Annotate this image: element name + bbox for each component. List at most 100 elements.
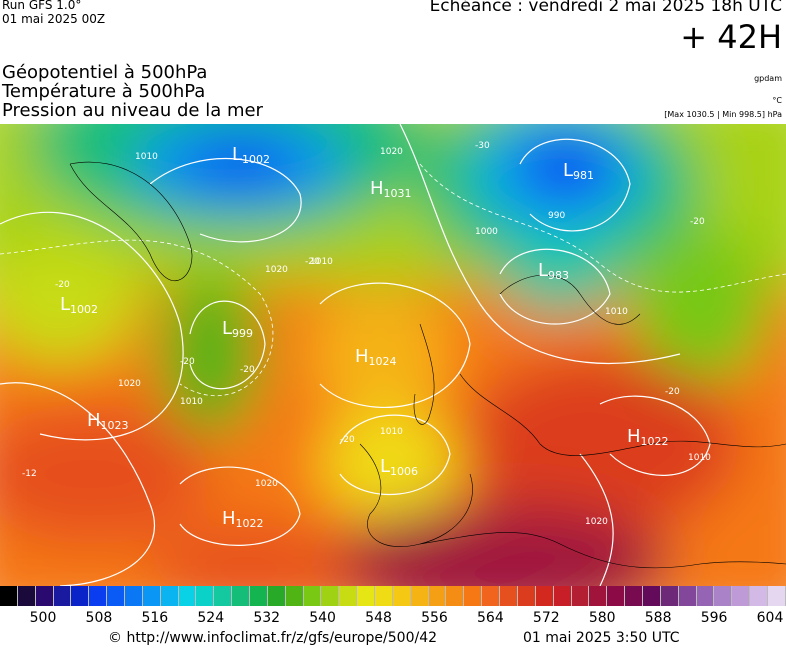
map-canvas: L1002 H1031 L981 L983 L1002 L999 H1024 H… xyxy=(0,124,786,586)
scale-tick-label: 604 xyxy=(756,610,784,626)
scale-swatch xyxy=(160,586,179,606)
unit-temperature: °C xyxy=(772,96,782,105)
isotherm-label-7: -20 xyxy=(690,217,705,227)
scale-swatch xyxy=(214,586,233,606)
run-info: Run GFS 1.0° 01 mai 2025 00Z xyxy=(2,0,105,26)
scale-swatch xyxy=(357,586,376,606)
isobar-label-11: 1020 xyxy=(585,517,608,527)
isobar-label-0: 1010 xyxy=(135,152,158,162)
scale-swatch xyxy=(517,586,536,606)
scale-swatch xyxy=(303,586,322,606)
scale-tick-label: 508 xyxy=(85,610,113,626)
scale-swatch xyxy=(607,586,626,606)
weather-map[interactable]: L1002 H1031 L981 L983 L1002 L999 H1024 H… xyxy=(0,124,786,586)
coastlines xyxy=(69,161,786,569)
scale-tick-label: 548 xyxy=(365,610,392,626)
scale-swatch xyxy=(446,586,465,606)
scale-swatch xyxy=(678,586,697,606)
title-geopotential: Géopotentiel à 500hPa xyxy=(2,62,208,83)
scale-swatch xyxy=(535,586,554,606)
scale-swatch xyxy=(410,586,429,606)
isobar-label-7: 1020 xyxy=(118,379,141,389)
scale-swatch xyxy=(500,586,518,606)
scale-swatch xyxy=(750,586,768,606)
scale-swatch xyxy=(178,586,197,606)
color-scale-bar xyxy=(0,586,786,608)
scale-tick-label: 532 xyxy=(253,610,281,626)
scale-tick-label: 572 xyxy=(532,610,560,626)
isotherm-label-4: -20 xyxy=(240,365,255,375)
scale-swatch xyxy=(196,586,215,606)
scale-swatch xyxy=(0,586,18,606)
unit-pressure-range: [Max 1030.5 | Min 998.5] hPa xyxy=(664,110,782,119)
run-model: Run GFS 1.0° xyxy=(2,0,82,12)
isotherm-label-0: -30 xyxy=(475,141,490,151)
scale-swatch xyxy=(392,586,411,606)
scale-swatch xyxy=(553,586,572,606)
title-temperature: Température à 500hPa xyxy=(2,81,206,102)
isobar-label-6: 1010 xyxy=(180,397,203,407)
footer-date: 01 mai 2025 3:50 UTC xyxy=(523,630,680,646)
isotherm-label-5: -20 xyxy=(340,435,355,445)
footer-url[interactable]: © http://www.infoclimat.fr/z/gfs/europe/… xyxy=(108,630,438,646)
isobar-label-1: 1020 xyxy=(380,147,403,157)
map-titles: Géopotentiel à 500hPa Température à 500h… xyxy=(2,63,263,120)
scale-swatch xyxy=(107,586,126,606)
scale-swatch xyxy=(482,586,501,606)
isobar-label-12: 1010 xyxy=(605,307,628,317)
scale-swatch xyxy=(428,586,447,606)
isobar-label-4: 1000 xyxy=(475,227,498,237)
lead-time: + 42H xyxy=(680,18,782,56)
scale-swatch xyxy=(339,586,358,606)
scale-swatch xyxy=(35,586,54,606)
temperature-field xyxy=(0,124,786,586)
isotherm-label-2: -20 xyxy=(305,257,320,267)
scale-swatch xyxy=(464,586,483,606)
isobar-label-5: 990 xyxy=(548,211,565,221)
isobars xyxy=(0,124,711,586)
scale-swatch xyxy=(589,586,608,606)
scale-tick-label: 516 xyxy=(141,610,169,626)
isotherm-label-1: -20 xyxy=(55,280,70,290)
scale-swatch xyxy=(642,586,661,606)
scale-swatch xyxy=(660,586,679,606)
scale-tick-label: 500 xyxy=(29,610,57,626)
scale-tick-label: 556 xyxy=(421,610,448,626)
scale-swatch xyxy=(232,586,251,606)
scale-swatch xyxy=(571,586,590,606)
isobar-label-2: 1020 xyxy=(265,265,288,275)
isotherm-value-labels: -30 -20 -20 -20 -20 -20 -20 -20 -12 xyxy=(22,141,705,479)
echeance-label: Echéance : vendredi 2 mai 2025 18h UTC xyxy=(429,0,782,16)
scale-swatch xyxy=(625,586,643,606)
scale-swatch xyxy=(767,586,786,606)
scale-tick-label: 580 xyxy=(588,610,616,626)
scale-swatch xyxy=(375,586,393,606)
scale-swatch xyxy=(89,586,108,606)
isobar-label-8: 1010 xyxy=(380,427,403,437)
scale-swatch xyxy=(732,586,751,606)
scale-swatch xyxy=(696,586,715,606)
run-date: 01 mai 2025 00Z xyxy=(2,12,106,26)
scale-swatch xyxy=(250,586,268,606)
isobar-label-3: 1010 xyxy=(310,257,333,267)
scale-swatch xyxy=(17,586,36,606)
isotherm-label-6: -20 xyxy=(665,387,680,397)
scale-swatch xyxy=(285,586,304,606)
title-pressure: Pression au niveau de la mer xyxy=(2,100,263,121)
isobar-label-9: 1010 xyxy=(688,453,711,463)
scale-swatch xyxy=(71,586,90,606)
scale-tick-label: 596 xyxy=(700,610,728,626)
scale-tick-label: 524 xyxy=(197,610,225,626)
scale-swatch xyxy=(714,586,733,606)
scale-swatch xyxy=(267,586,286,606)
scale-tick-label: 588 xyxy=(644,610,672,626)
isotherm-label-3: -20 xyxy=(180,357,195,367)
unit-geopotential: gpdam xyxy=(754,74,782,83)
scale-swatch xyxy=(125,586,143,606)
isobar-value-labels: 1010 1020 1020 1010 1000 990 1010 1020 1… xyxy=(118,147,711,527)
scale-tick-label: 564 xyxy=(477,610,504,626)
isobar-label-10: 1020 xyxy=(255,479,278,489)
scale-swatch xyxy=(53,586,72,606)
scale-swatch xyxy=(321,586,340,606)
isotherm-label-8: -12 xyxy=(22,469,37,479)
